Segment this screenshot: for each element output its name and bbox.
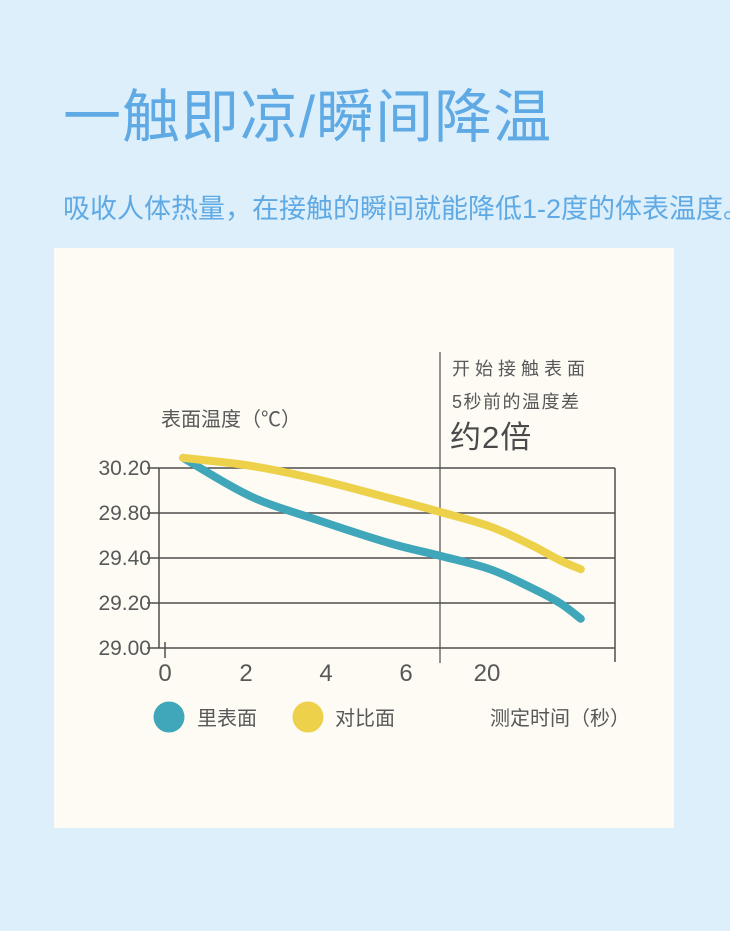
axes — [147, 467, 616, 662]
annotation-line1: 开始接触表面 — [452, 359, 590, 379]
legend-label-contrast-surface: 对比面 — [335, 707, 395, 730]
annotation-line2: 5秒前的温度差 — [452, 392, 581, 412]
y-tick: 29.00 — [98, 637, 151, 660]
x-tick: 20 — [474, 660, 501, 687]
temperature-chart: 30.20 29.80 29.40 29.20 29.00 0 2 4 6 20… — [98, 352, 630, 733]
legend-swatch-inner-surface — [153, 701, 185, 733]
x-tick: 4 — [319, 660, 332, 687]
page-subtitle: 吸收人体热量，在接触的瞬间就能降低1-2度的体表温度。 — [63, 194, 730, 224]
x-axis-title: 测定时间（秒） — [490, 707, 630, 730]
x-tick: 0 — [158, 660, 171, 687]
curves-group — [179, 453, 585, 623]
y-tick: 29.20 — [98, 592, 151, 615]
x-tick-labels: 0 2 4 6 20 — [158, 660, 500, 687]
y-axis-title: 表面温度（℃） — [161, 408, 301, 431]
x-tick: 2 — [239, 660, 252, 687]
series-curve-1 — [179, 453, 585, 574]
annotation-line3: 约2倍 — [450, 420, 532, 455]
y-tick: 29.40 — [98, 547, 151, 570]
gridlines — [159, 467, 615, 649]
legend: 里表面 对比面 — [153, 701, 395, 733]
y-tick: 29.80 — [98, 502, 151, 525]
chart-card: 30.20 29.80 29.40 29.20 29.00 0 2 4 6 20… — [54, 248, 674, 828]
y-tick: 30.20 — [98, 457, 151, 480]
y-tick-labels: 30.20 29.80 29.40 29.20 29.00 — [98, 457, 151, 660]
annotation-text: 开始接触表面 5秒前的温度差 约2倍 — [450, 359, 590, 455]
legend-label-inner-surface: 里表面 — [197, 707, 257, 730]
page-title: 一触即凉/瞬间降温 — [63, 85, 553, 150]
x-tick: 6 — [399, 660, 412, 687]
series-curve-0 — [179, 453, 585, 623]
legend-swatch-contrast-surface — [292, 701, 324, 733]
